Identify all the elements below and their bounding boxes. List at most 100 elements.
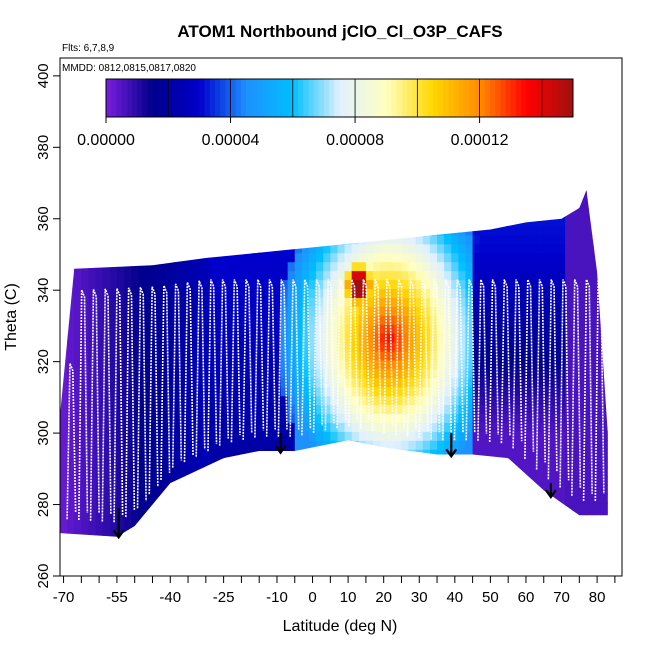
heatmap-cell [429,234,438,245]
heatmap-cell [244,502,253,513]
heatmap-cell [316,288,324,298]
heatmap-cell [472,190,481,200]
heatmap-cell [124,511,132,522]
heatmap-cell [259,190,267,191]
heatmap-cell [337,359,346,370]
heatmap-cell [479,208,488,218]
heatmap-cell [444,216,452,227]
heatmap-cell [565,395,573,406]
heatmap-cell [351,449,360,459]
heatmap-cell [166,333,175,343]
heatmap-cell [351,529,360,537]
heatmap-cell [138,413,146,423]
heatmap-cell [351,413,360,423]
heatmap-cell [273,502,282,513]
heatmap-cell [365,449,374,459]
flight-track [242,279,253,440]
heatmap-cell [301,449,310,459]
heatmap-cell [444,199,452,209]
heatmap-cell [536,216,545,227]
heatmap-cell [337,315,346,325]
heatmap-cell [358,208,367,218]
colorbar-swatch [427,79,434,117]
heatmap-cell [550,484,559,495]
heatmap-cell [145,368,154,379]
heatmap-cell [202,359,210,370]
heatmap-cell [515,431,524,441]
heatmap-cell [67,449,75,459]
flight-track [289,279,300,437]
heatmap-cell [109,440,118,450]
heatmap-cell [451,208,459,218]
heatmap-cell [608,226,616,236]
heatmap-cell [486,324,495,334]
heatmap-cell [594,538,602,548]
heatmap-cell [458,315,467,325]
heatmap-cell [237,493,246,504]
heatmap-cell [593,225,602,236]
heatmap-cell [550,475,559,486]
colorbar-swatch [541,79,548,117]
heatmap-cell [173,261,182,272]
heatmap-cell [202,484,210,495]
heatmap-cell [600,216,608,227]
heatmap-cell [501,395,509,406]
heatmap-cell [316,324,324,334]
heatmap-cell [202,404,210,415]
heatmap-cell [422,270,431,281]
heatmap-cell [124,333,132,343]
heatmap-cell [493,529,502,537]
heatmap-cell [430,538,438,548]
heatmap-cell [408,529,417,537]
heatmap-cell [458,538,466,548]
heatmap-cell [188,538,196,548]
heatmap-cell [351,484,360,495]
heatmap-cell [344,306,353,316]
heatmap-cell [188,270,196,281]
heatmap-cell [95,190,104,200]
heatmap-cell [550,270,559,281]
heatmap-cell [365,190,374,200]
colorbar-swatch [329,79,335,117]
heatmap-cell [408,377,417,388]
heatmap-cell [565,315,573,325]
colorbar-swatch [111,79,117,117]
heatmap-cell [608,449,616,459]
heatmap-cell [429,190,438,200]
heatmap-cell [223,431,232,441]
heatmap-cell [330,243,339,254]
heatmap-cell [259,288,267,298]
heatmap-cell [88,458,97,468]
heatmap-cell [102,333,111,343]
heatmap-cell [81,208,90,218]
heatmap-cell [394,199,403,209]
heatmap-cell [280,475,289,486]
heatmap-cell [180,324,189,334]
heatmap-cell [244,190,253,200]
heatmap-cell [600,270,608,281]
heatmap-cell [600,484,608,495]
heatmap-cell [266,208,275,218]
heatmap-cell [444,225,452,236]
heatmap-cell [252,190,260,191]
heatmap-cell [401,520,410,531]
heatmap-cell [308,359,317,370]
heatmap-cell [380,431,388,441]
heatmap-cell [557,208,566,218]
heatmap-cell [508,324,516,334]
heatmap-cell [138,484,146,495]
heatmap-cell [294,458,303,468]
heatmap-cell [501,324,509,334]
heatmap-cell [138,190,146,191]
heatmap-cell [180,216,189,227]
colorbar-swatch [474,79,481,117]
heatmap-cell [230,493,239,504]
heatmap-cell [365,484,374,495]
colorbar-swatch [183,79,190,117]
heatmap-cell [387,368,395,379]
heatmap-cell [237,377,246,388]
heatmap-cell [501,190,509,191]
heatmap-cell [394,261,403,272]
heatmap-cell [95,333,104,343]
heatmap-cell [266,368,275,379]
